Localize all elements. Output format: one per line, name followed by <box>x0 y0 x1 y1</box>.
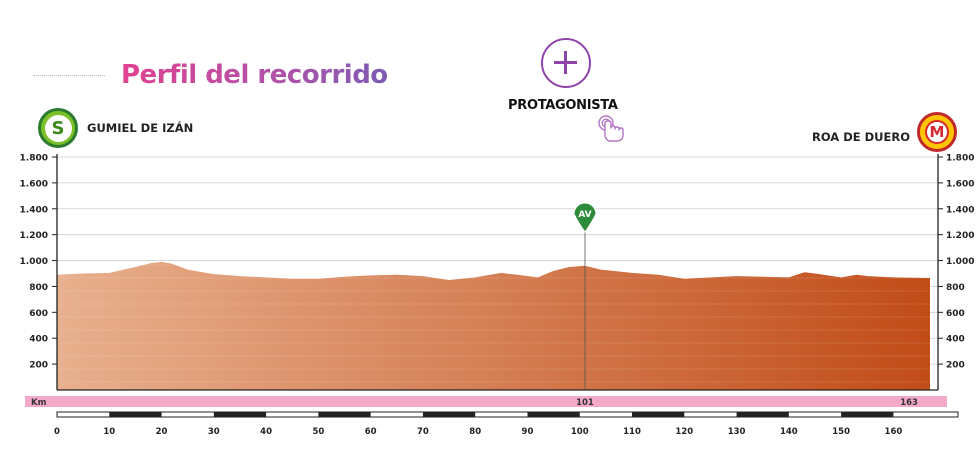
y-tick-label-left: 1.200 <box>20 231 48 241</box>
scale-bar-segment <box>632 412 685 417</box>
start-city: GUMIEL DE IZÁN <box>87 121 194 135</box>
scale-bar-segment <box>841 412 894 417</box>
distance-marker-label: 163 <box>900 398 918 408</box>
protagonist-label[interactable]: PROTAGONISTA <box>508 98 618 113</box>
x-tick-label: 120 <box>675 427 693 437</box>
distance-marker-label: 101 <box>576 398 594 408</box>
start-badge-letter: S <box>44 114 72 142</box>
y-tick-label-left: 400 <box>29 335 48 345</box>
y-tick-label-right: 800 <box>946 283 965 293</box>
x-tick-label: 90 <box>522 427 534 437</box>
x-tick-label: 60 <box>365 427 377 437</box>
y-tick-label-left: 800 <box>29 283 48 293</box>
x-tick-label: 40 <box>260 427 272 437</box>
y-tick-label-left: 600 <box>29 309 48 319</box>
x-tick-label: 70 <box>417 427 429 437</box>
x-tick-label: 20 <box>156 427 168 437</box>
scale-bar-segment <box>736 412 789 417</box>
x-tick-label: 110 <box>623 427 641 437</box>
plus-circle-icon[interactable] <box>541 38 591 88</box>
y-tick-label-right: 600 <box>946 309 965 319</box>
x-tick-label: 10 <box>103 427 115 437</box>
decorative-divider <box>33 75 105 76</box>
x-tick-label: 130 <box>728 427 746 437</box>
y-tick-label-right: 1.200 <box>946 231 974 241</box>
x-tick-label: 50 <box>312 427 324 437</box>
waypoint-label: AV <box>578 210 591 220</box>
x-tick-label: 160 <box>885 427 903 437</box>
y-tick-label-right: 1.400 <box>946 205 974 215</box>
x-tick-label: 80 <box>469 427 481 437</box>
y-tick-label-right: 400 <box>946 335 965 345</box>
x-tick-label: 100 <box>571 427 589 437</box>
finish-badge: M <box>917 112 957 152</box>
y-tick-label-left: 1.000 <box>20 257 48 267</box>
y-tick-label-left: 1.800 <box>20 154 48 164</box>
scale-bar-segment <box>109 412 162 417</box>
x-tick-label: 0 <box>54 427 60 437</box>
y-tick-label-right: 1.000 <box>946 257 974 267</box>
scale-bar-segment <box>213 412 267 417</box>
scale-bar <box>56 411 959 418</box>
waypoint-marker <box>573 202 597 233</box>
elevation-area <box>57 261 930 390</box>
scale-bar-segment <box>422 412 476 417</box>
y-tick-label-right: 1.600 <box>946 179 974 189</box>
scale-bar-segment <box>527 412 580 417</box>
x-tick-label: 30 <box>208 427 220 437</box>
y-tick-label-right: 200 <box>946 361 965 371</box>
scale-bar-segment <box>318 412 371 417</box>
x-tick-label: 150 <box>832 427 850 437</box>
finish-city: ROA DE DUERO <box>811 130 910 144</box>
km-bar <box>25 396 947 407</box>
finish-badge-letter: M <box>925 120 949 144</box>
y-tick-label-left: 1.600 <box>20 179 48 189</box>
y-tick-label-left: 200 <box>29 361 48 371</box>
km-label: Km <box>31 398 47 408</box>
y-tick-label-right: 1.800 <box>946 154 974 164</box>
tap-hand-icon[interactable] <box>596 113 630 147</box>
page-title: Perfil del recorrido <box>121 60 388 90</box>
start-badge: S <box>38 108 78 148</box>
x-tick-label: 140 <box>780 427 798 437</box>
y-tick-label-left: 1.400 <box>20 205 48 215</box>
